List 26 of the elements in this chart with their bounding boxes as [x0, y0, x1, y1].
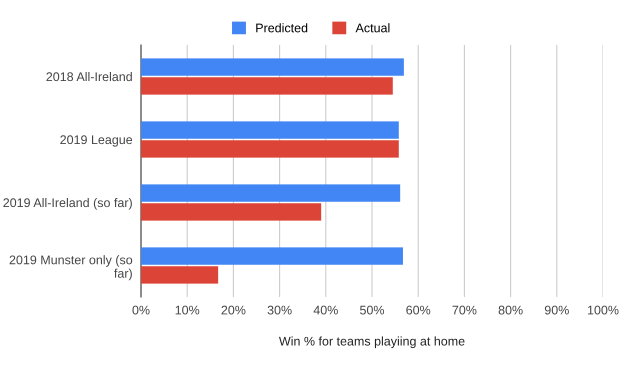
x-tick-label: 60% — [406, 306, 430, 315]
y-tick-label: 2019 League — [60, 135, 132, 147]
bar — [141, 184, 400, 202]
bar — [141, 121, 399, 139]
x-tick-label: 80% — [498, 306, 523, 315]
x-tick-label: 100% — [588, 306, 619, 315]
x-tick-label: 20% — [222, 306, 246, 315]
y-tick-label: 2019 All-Ireland (so far) — [3, 198, 132, 210]
x-tick-label: 30% — [268, 306, 292, 315]
y-tick-label: 2019 Munster only (so far) — [10, 255, 132, 280]
x-tick-label: 50% — [360, 306, 384, 315]
x-tick-label: 10% — [176, 306, 200, 315]
bar — [141, 247, 403, 265]
x-tick-label: 90% — [544, 306, 569, 315]
x-tick-label: 70% — [452, 306, 476, 315]
bar — [141, 203, 322, 221]
x-axis-title: Win % for teams playiing at home — [278, 336, 465, 348]
bar — [141, 266, 218, 284]
legend-label: Actual — [356, 23, 390, 32]
bar — [141, 77, 393, 95]
x-tick-label: 0% — [132, 306, 150, 315]
y-tick-label: 2018 All-Ireland — [46, 72, 132, 82]
bar — [141, 140, 399, 158]
bar — [141, 58, 404, 76]
x-tick-label: 40% — [314, 306, 338, 315]
legend-label: Predicted — [256, 23, 308, 32]
